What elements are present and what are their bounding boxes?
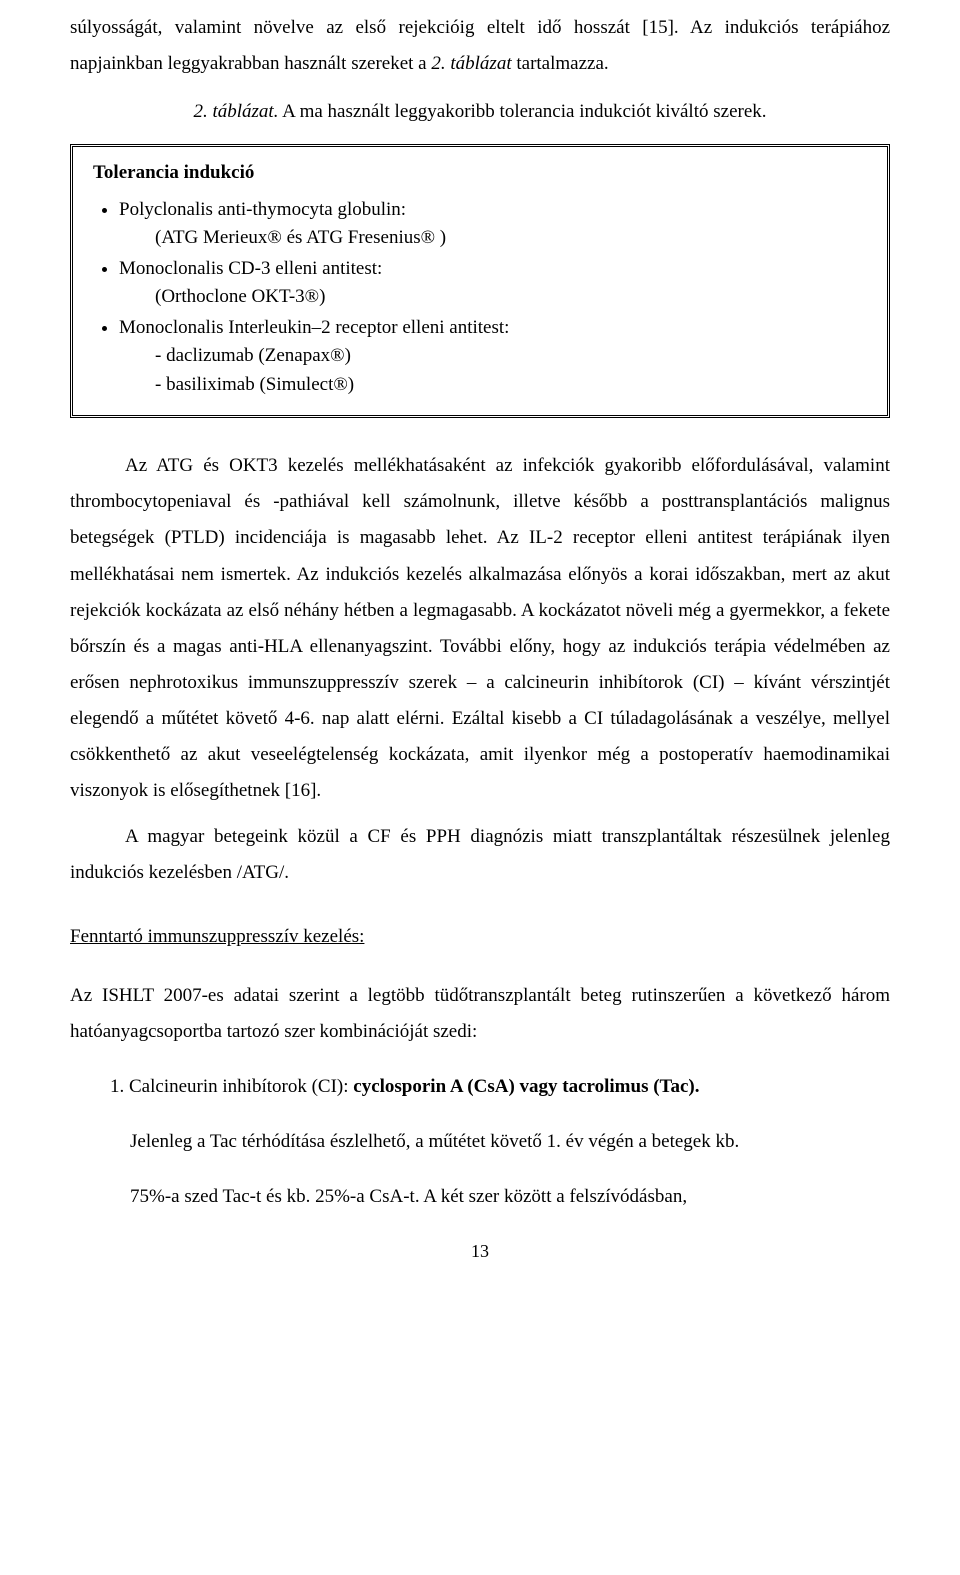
box-sub-3b: - basiliximab (Simulect®) [155,371,867,400]
box-list: Polyclonalis anti-thymocyta globulin: (A… [119,196,867,400]
numbered-item-1-line3: 75%-a szed Tac-t és kb. 25%-a CsA-t. A k… [130,1179,890,1215]
ishlt-paragraph: Az ISHLT 2007-es adatai szerint a legtöb… [70,978,890,1050]
box-item-1: Polyclonalis anti-thymocyta globulin: (A… [119,196,867,253]
box-sub-1: (ATG Merieux® és ATG Fresenius® ) [155,224,867,253]
intro-italic-ref: 2. táblázat [431,53,511,74]
num1-prefix: 1. Calcineurin inhibítorok (CI): [110,1076,353,1097]
numbered-item-1-line2: Jelenleg a Tac térhódítása észlelhető, a… [130,1124,890,1160]
box-sub-3a: - daclizumab (Zenapax®) [155,342,867,371]
intro-paragraph: súlyosságát, valamint növelve az első re… [70,10,890,82]
numbered-item-1: 1. Calcineurin inhibítorok (CI): cyclosp… [110,1069,890,1105]
box-title: Tolerancia indukció [93,159,867,188]
box-item-2: Monoclonalis CD-3 elleni antitest: (Orth… [119,255,867,312]
num1-bold: cyclosporin A (CsA) vagy tacrolimus (Tac… [353,1076,699,1097]
box-item-1-text: Polyclonalis anti-thymocyta globulin: [119,199,406,220]
body-paragraph-2: A magyar betegeink közül a CF és PPH dia… [70,819,890,891]
document-page: súlyosságát, valamint növelve az első re… [0,0,960,1575]
section-heading-text: Fenntartó immunszuppresszív kezelés: [70,926,364,947]
tolerance-box: Tolerancia indukció Polyclonalis anti-th… [70,144,890,418]
box-item-2-text: Monoclonalis CD-3 elleni antitest: [119,258,382,279]
page-number: 13 [70,1234,890,1268]
table-number: 2. táblázat. [193,101,278,122]
section-heading: Fenntartó immunszuppresszív kezelés: [70,919,890,955]
table-caption-text: A ma használt leggyakoribb tolerancia in… [278,101,766,122]
body-paragraph-1: Az ATG és OKT3 kezelés mellékhatásaként … [70,448,890,809]
box-sub-2: (Orthoclone OKT-3®) [155,283,867,312]
table-caption: 2. táblázat. A ma használt leggyakoribb … [70,94,890,130]
box-item-3: Monoclonalis Interleukin–2 receptor elle… [119,314,867,400]
intro-text-end: tartalmazza. [512,53,609,74]
box-item-3-text: Monoclonalis Interleukin–2 receptor elle… [119,317,509,338]
